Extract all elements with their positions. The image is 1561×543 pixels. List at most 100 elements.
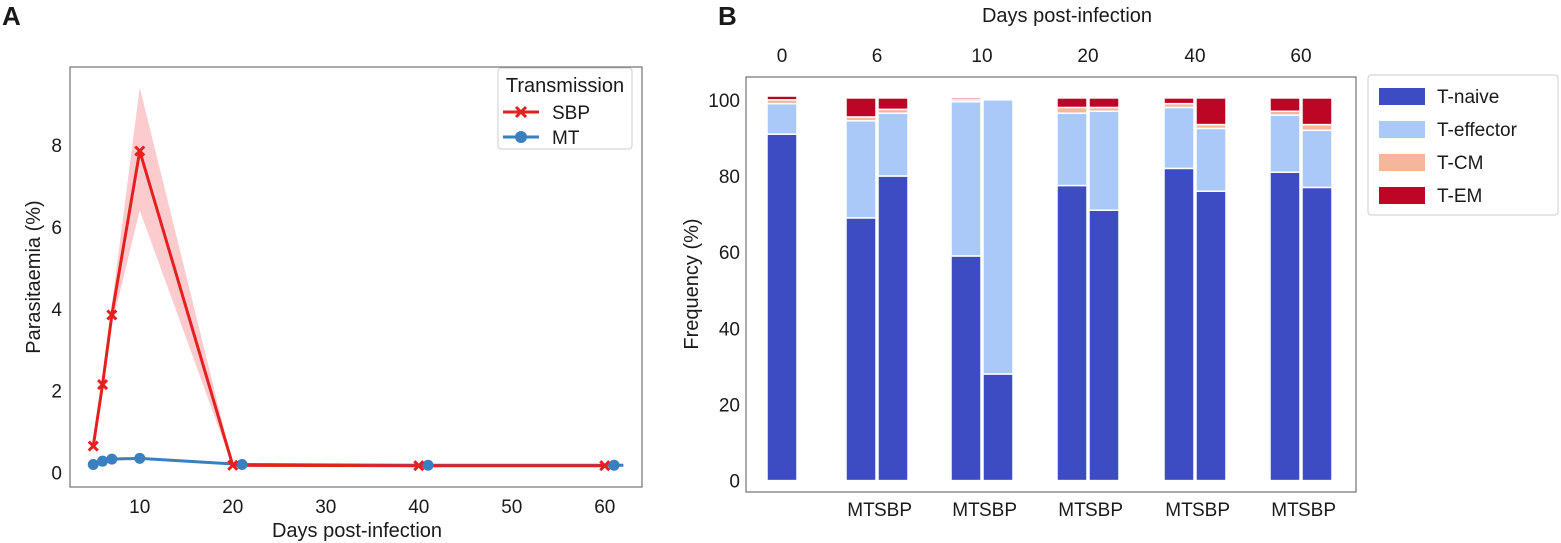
legend-b: T-naive T-effector T-CM T-EM xyxy=(1367,74,1559,216)
y-tick-label-b: 60 xyxy=(719,243,740,264)
x-tick-label-a: 50 xyxy=(501,497,522,518)
x-tick-label-a: 60 xyxy=(594,497,615,518)
bar-segment-t-effector xyxy=(877,112,909,177)
y-tick-label-a: 4 xyxy=(51,300,62,321)
bar-label: MT xyxy=(952,500,980,521)
bar-segment-t-em xyxy=(1056,97,1088,109)
bar-segment-t-em xyxy=(1195,97,1227,126)
bar-segment-t-naive xyxy=(950,255,982,482)
legend-label-t-naive: T-naive xyxy=(1437,87,1499,108)
y-tick-label-b: 100 xyxy=(708,91,740,112)
mt-point xyxy=(87,458,99,470)
t-cell-stacked-bar-chart: Days post-infection 0 6 10 20 40 60 MT SBP MT SB… xyxy=(681,5,1559,521)
plot-a-frame xyxy=(69,66,643,488)
bar-segment-t-em xyxy=(1269,97,1301,113)
bar-segment-t-naive xyxy=(1269,171,1301,482)
panel-label-b: B xyxy=(718,1,737,31)
y-tick-label-a: 8 xyxy=(51,136,62,157)
bar-segment-t-effector xyxy=(982,99,1014,375)
y-tick-label-b: 40 xyxy=(719,319,740,340)
bar-label: SBP xyxy=(979,500,1017,521)
bar-segment-t-naive xyxy=(1056,184,1088,482)
bar-segment-t-em xyxy=(1088,97,1120,109)
mt-point xyxy=(134,452,146,464)
bar-segment-t-em xyxy=(766,95,798,101)
day-label: 10 xyxy=(971,46,992,67)
x-tick-label-a: 10 xyxy=(129,497,150,518)
bar-segment-t-naive xyxy=(1163,167,1195,482)
legend-swatch-t-effector xyxy=(1379,121,1425,138)
mt-point xyxy=(97,455,109,467)
bar-segment-t-cm xyxy=(1056,106,1088,114)
bar-segment-t-effector xyxy=(1088,110,1120,212)
x-axis-label-a: Days post-infection xyxy=(272,520,442,542)
y-tick-label-b: 80 xyxy=(719,167,740,188)
legend-b-box xyxy=(1367,74,1559,216)
chart-b-title: Days post-infection xyxy=(982,5,1152,27)
bar-segment-t-cm xyxy=(1301,123,1333,132)
mt-point xyxy=(236,458,248,470)
bar-segment-t-em xyxy=(1163,97,1195,105)
bar-segment-t-naive xyxy=(845,217,877,482)
sbp-point xyxy=(227,459,239,471)
bar-segment-t-em xyxy=(845,97,877,118)
bar-segment-t-effector xyxy=(1301,129,1333,189)
x-tick-label-a: 40 xyxy=(408,497,429,518)
bar-segment-t-naive xyxy=(1088,209,1120,482)
sbp-point xyxy=(96,379,109,391)
sbp-point xyxy=(106,309,118,321)
bar-segment-t-effector xyxy=(845,120,877,219)
day-label: 20 xyxy=(1077,46,1098,67)
sbp-point xyxy=(413,460,425,472)
x-tick-label-a: 20 xyxy=(222,497,243,518)
sbp-point xyxy=(87,440,99,452)
day-label: 60 xyxy=(1290,46,1311,67)
legend-label-t-em: T-EM xyxy=(1437,186,1482,207)
bar-label: MT xyxy=(1271,500,1299,521)
day-label: 40 xyxy=(1184,46,1205,67)
legend-label-t-cm: T-CM xyxy=(1437,153,1483,174)
bar-label: MT xyxy=(847,500,875,521)
bar-segment-t-effector xyxy=(1195,127,1227,192)
parasitaemia-line-chart: 10 20 30 40 50 60 0 2 4 6 8 Days post-infection P… xyxy=(23,66,643,542)
legend-swatch-t-cm xyxy=(1379,154,1425,171)
bar-segment-t-effector xyxy=(950,100,982,257)
mt-point xyxy=(608,459,620,471)
panel-label-a: A xyxy=(2,1,21,31)
y-tick-label-a: 2 xyxy=(51,382,62,403)
legend-swatch-t-em xyxy=(1379,187,1425,204)
legend-sbp-marker xyxy=(514,105,528,119)
mt-point xyxy=(422,459,434,471)
mt-point xyxy=(106,453,118,465)
legend-a: Transmission SBP MT xyxy=(497,67,633,150)
y-tick-label-b: 0 xyxy=(729,472,740,493)
bar-label: MT xyxy=(1058,500,1086,521)
legend-mt-label: MT xyxy=(552,128,580,149)
sbp-point xyxy=(134,145,146,157)
bar-label: SBP xyxy=(874,500,912,521)
bar-label: SBP xyxy=(1085,500,1123,521)
bar-segment-t-naive xyxy=(877,175,909,482)
bar-segment-t-naive xyxy=(1195,190,1227,482)
sbp-point xyxy=(599,460,611,472)
x-tick-label-a: 30 xyxy=(315,497,336,518)
day-label: 0 xyxy=(777,46,788,67)
bar-segment-t-naive xyxy=(982,373,1014,482)
day-label: 6 xyxy=(872,46,883,67)
plot-b-frame xyxy=(745,76,1357,493)
legend-mt-marker xyxy=(515,131,527,143)
bar-segment-t-em xyxy=(950,97,982,101)
bar-label: MT xyxy=(1165,500,1193,521)
bar-segment-t-effector xyxy=(1163,106,1195,170)
y-axis-label-b: Frequency (%) xyxy=(681,218,703,349)
bar-segment-t-effector xyxy=(766,102,798,135)
y-axis-label-a: Parasitaemia (%) xyxy=(23,200,45,353)
y-tick-label-b: 20 xyxy=(719,395,740,416)
sbp-series-line xyxy=(91,149,605,468)
bar-segment-t-em xyxy=(1301,97,1333,126)
legend-a-title: Transmission xyxy=(506,75,624,97)
bar-segment-t-naive xyxy=(766,133,798,482)
bar-segment-t-em xyxy=(877,97,909,111)
legend-sbp-label: SBP xyxy=(552,103,590,124)
